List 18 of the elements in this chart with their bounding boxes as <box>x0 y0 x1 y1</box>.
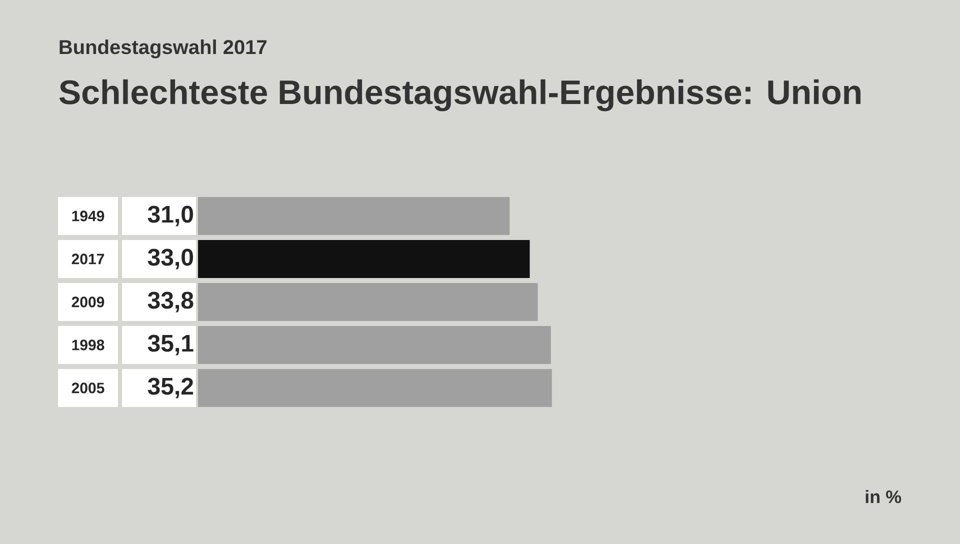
chart-subtitle: Bundestagswahl 2017 <box>60 40 266 58</box>
data-label: 33,0 <box>148 248 194 270</box>
y-tick-label: 2017 <box>72 254 104 264</box>
data-label: 35,1 <box>148 334 194 356</box>
bar <box>198 282 538 321</box>
chart-title: Schlechteste Bundestagswahl-Ergebnisse: Union <box>59 79 860 112</box>
y-tick-label: 2009 <box>72 296 104 308</box>
data-label: 31,0 <box>148 206 194 226</box>
bar <box>198 326 551 364</box>
data-label: 33,8 <box>148 292 194 312</box>
bar <box>198 240 530 278</box>
text: in % <box>866 490 902 504</box>
data-label: 35,2 <box>148 378 194 398</box>
bar <box>198 368 552 407</box>
y-tick-label: 1949 <box>72 210 104 222</box>
y-tick-label: 1998 <box>72 340 104 350</box>
y-tick-label: 2005 <box>72 382 104 394</box>
bar <box>198 197 510 235</box>
